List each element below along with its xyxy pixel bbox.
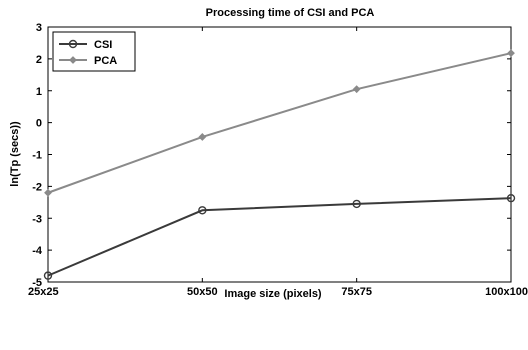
y-tick-label: -3 — [32, 213, 42, 225]
data-point-pca — [44, 188, 52, 197]
data-point-csi — [352, 199, 361, 209]
y-tick-label: -2 — [32, 181, 42, 193]
legend-box — [52, 31, 136, 72]
series-pca — [44, 49, 515, 197]
x-axis-label: Image size (pixels) — [224, 288, 322, 300]
x-tick-label: 100x100 — [485, 286, 528, 298]
x-axis: 25x25 50x50 75x75 100x100 — [28, 27, 528, 298]
x-tick-label: 25x25 — [28, 286, 59, 298]
chart-title: Processing time of CSI and PCA — [206, 7, 375, 19]
legend-label-pca: PCA — [94, 55, 117, 67]
y-tick-label: 2 — [36, 54, 42, 66]
y-tick-label: -1 — [32, 150, 42, 162]
data-point-pca — [198, 133, 207, 141]
data-point-csi — [506, 193, 516, 203]
series-csi — [43, 193, 516, 280]
series-line-pca — [47, 52, 512, 194]
data-point-pca — [352, 85, 361, 94]
y-axis-label: ln(Tp (secs)) — [9, 121, 21, 187]
y-axis: 3 2 1 0 -1 -2 -3 -4 -5 — [32, 22, 511, 289]
y-tick-label: 1 — [36, 86, 42, 98]
data-point-csi — [43, 271, 53, 280]
data-point-csi — [198, 206, 207, 215]
y-tick-label: 3 — [36, 22, 42, 34]
data-point-pca — [507, 49, 515, 58]
legend-marker-pca — [69, 56, 77, 64]
x-tick-label: 50x50 — [187, 286, 218, 298]
legend-marker-csi — [68, 39, 78, 49]
series-line-csi — [47, 197, 512, 277]
x-tick-label: 75x75 — [341, 286, 372, 298]
y-tick-label: -5 — [32, 277, 42, 289]
legend: CSI PCA — [52, 31, 136, 72]
series-layer — [43, 49, 516, 280]
y-tick-label: -4 — [32, 245, 43, 257]
y-tick-label: 0 — [36, 118, 42, 130]
legend-label-csi: CSI — [94, 39, 112, 51]
